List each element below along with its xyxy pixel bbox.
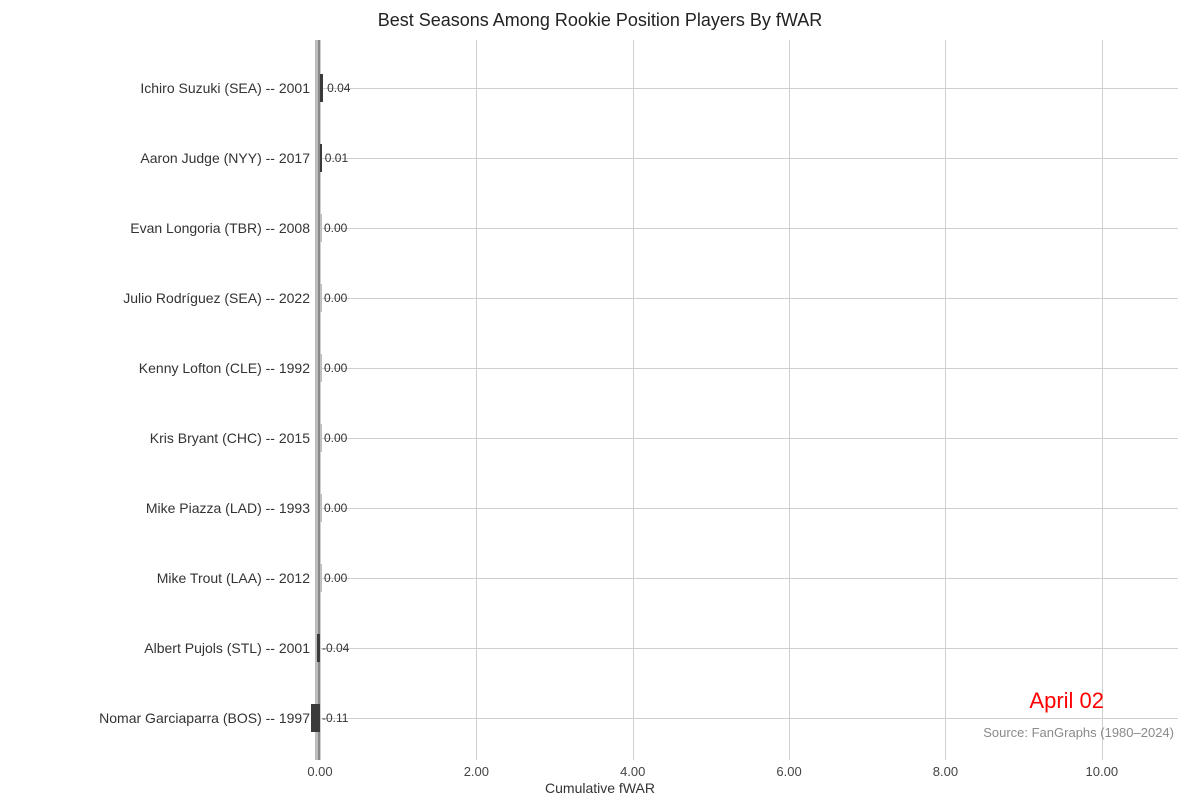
bar xyxy=(320,354,322,382)
y-category-label: Julio Rodríguez (SEA) -- 2022 xyxy=(0,290,310,306)
bar-value-label: 0.00 xyxy=(324,571,347,585)
gridline-vertical xyxy=(633,40,634,760)
gridline-horizontal xyxy=(320,368,1178,369)
bar-value-label: 0.01 xyxy=(325,151,348,165)
y-category-label: Evan Longoria (TBR) -- 2008 xyxy=(0,220,310,236)
gridline-horizontal xyxy=(320,508,1178,509)
y-category-label: Mike Piazza (LAD) -- 1993 xyxy=(0,500,310,516)
x-tick-label: 0.00 xyxy=(307,764,332,779)
gridline-horizontal xyxy=(320,578,1178,579)
plot-area: 0.002.004.006.008.0010.000.040.010.000.0… xyxy=(318,40,1178,760)
bar xyxy=(320,144,322,172)
chart-container: Best Seasons Among Rookie Position Playe… xyxy=(0,0,1200,800)
x-tick-label: 8.00 xyxy=(933,764,958,779)
bar-value-label: 0.00 xyxy=(324,431,347,445)
x-axis-label: Cumulative fWAR xyxy=(0,780,1200,796)
source-note: Source: FanGraphs (1980–2024) xyxy=(983,725,1174,740)
x-tick-label: 4.00 xyxy=(620,764,645,779)
y-category-label: Kris Bryant (CHC) -- 2015 xyxy=(0,430,310,446)
y-category-label: Aaron Judge (NYY) -- 2017 xyxy=(0,150,310,166)
bar xyxy=(311,704,320,732)
bar xyxy=(317,634,320,662)
y-category-label: Albert Pujols (STL) -- 2001 xyxy=(0,640,310,656)
bar xyxy=(320,74,323,102)
gridline-horizontal xyxy=(320,298,1178,299)
bar xyxy=(320,564,322,592)
bar-value-label: 0.00 xyxy=(324,291,347,305)
gridline-vertical xyxy=(476,40,477,760)
gridline-horizontal xyxy=(320,228,1178,229)
bar-value-label: 0.00 xyxy=(324,221,347,235)
bar xyxy=(320,494,322,522)
y-category-label: Kenny Lofton (CLE) -- 1992 xyxy=(0,360,310,376)
y-category-label: Nomar Garciaparra (BOS) -- 1997 xyxy=(0,710,310,726)
bar-value-label: -0.04 xyxy=(322,641,349,655)
bar-value-label: 0.00 xyxy=(324,361,347,375)
gridline-horizontal xyxy=(320,718,1178,719)
bar xyxy=(320,424,322,452)
gridline-horizontal xyxy=(320,158,1178,159)
bar xyxy=(320,214,322,242)
gridline-vertical xyxy=(945,40,946,760)
gridline-horizontal xyxy=(320,438,1178,439)
bar-value-label: 0.04 xyxy=(327,81,350,95)
y-category-label: Mike Trout (LAA) -- 2012 xyxy=(0,570,310,586)
x-tick-label: 2.00 xyxy=(464,764,489,779)
bar-value-label: 0.00 xyxy=(324,501,347,515)
gridline-vertical xyxy=(789,40,790,760)
gridline-vertical xyxy=(1102,40,1103,760)
chart-title: Best Seasons Among Rookie Position Playe… xyxy=(0,10,1200,31)
x-tick-label: 6.00 xyxy=(776,764,801,779)
y-category-label: Ichiro Suzuki (SEA) -- 2001 xyxy=(0,80,310,96)
gridline-horizontal xyxy=(320,648,1178,649)
bar xyxy=(320,284,322,312)
x-tick-label: 10.00 xyxy=(1086,764,1119,779)
bar-value-label: -0.11 xyxy=(322,711,348,725)
date-stamp: April 02 xyxy=(1029,688,1104,714)
gridline-horizontal xyxy=(320,88,1178,89)
